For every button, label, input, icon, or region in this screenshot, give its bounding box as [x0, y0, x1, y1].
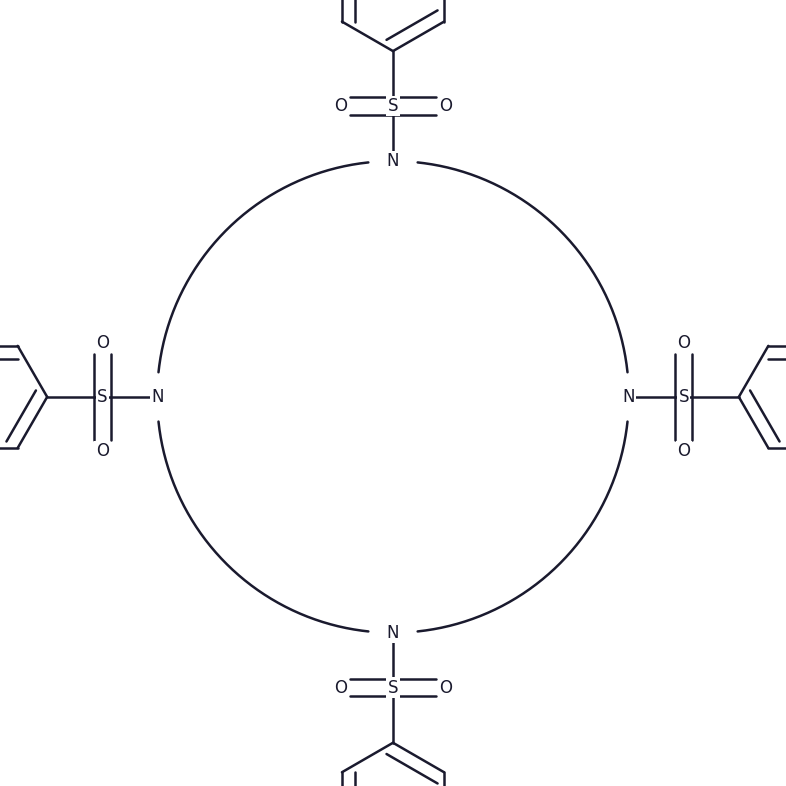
- Text: N: N: [387, 624, 399, 641]
- Text: N: N: [623, 388, 635, 406]
- Text: S: S: [387, 679, 399, 696]
- Text: O: O: [678, 443, 690, 460]
- Text: S: S: [387, 97, 399, 115]
- Text: O: O: [439, 97, 452, 115]
- Text: N: N: [151, 388, 163, 406]
- Text: O: O: [334, 97, 347, 115]
- Text: O: O: [439, 679, 452, 696]
- Text: S: S: [97, 388, 108, 406]
- Text: N: N: [387, 152, 399, 170]
- Text: S: S: [678, 388, 689, 406]
- Text: O: O: [96, 334, 108, 351]
- Text: O: O: [678, 334, 690, 351]
- Text: O: O: [96, 443, 108, 460]
- Text: O: O: [334, 679, 347, 696]
